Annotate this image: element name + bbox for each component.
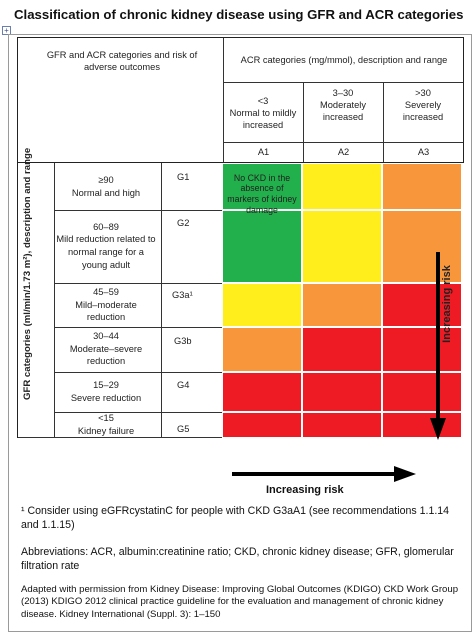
acr-col-a3-desc: >30 Severely increased (386, 85, 460, 125)
gfr-row-g3a-label: 45–59 Mild–moderate reduction (75, 287, 137, 323)
risk-cell-g4-a2 (302, 372, 382, 412)
risk-cell-g2-a3 (382, 210, 462, 283)
acr-a2-text: Moderately increased (320, 99, 366, 123)
gfr-code-g3a: G3a¹ (172, 290, 193, 300)
gfr-code-g3b: G3b (174, 336, 192, 346)
risk-cell-g1-a1 (222, 163, 302, 210)
risk-cell-g4-a3 (382, 372, 462, 412)
gfr-axis-label: GFR categories (ml/min/1.73 m²), descrip… (22, 147, 33, 400)
risk-cell-g3a-a1 (222, 283, 302, 327)
acr-a1-text: Normal to mildly increased (229, 107, 297, 131)
risk-cell-g3a-a2 (302, 283, 382, 327)
risk-cell-g1-a2 (302, 163, 382, 210)
expand-icon[interactable]: + (2, 26, 11, 35)
gfr-code-g1: G1 (177, 172, 190, 182)
acr-code-a2: A2 (337, 146, 350, 157)
gfr-code-g2: G2 (177, 218, 190, 228)
gfr-row-g5-label: <15 Kidney failure (77, 413, 135, 436)
header-left-label: GFR and ACR categories and risk of adver… (46, 49, 198, 72)
acr-col-a2-desc: 3–30 Moderately increased (306, 85, 380, 125)
acr-a1-range: <3 (257, 95, 269, 106)
risk-cell-g3b-a2 (302, 327, 382, 372)
horizontal-risk-arrow (232, 466, 416, 482)
vertical-risk-arrow (430, 252, 446, 440)
abbreviations-note: Abbreviations: ACR, albumin:creatinine r… (21, 546, 454, 572)
gfr-row-g2-label: 60–89 Mild reduction related to normal r… (56, 221, 156, 270)
acr-a3-text: Severely increased (402, 99, 444, 123)
acr-a3-range: >30 (415, 87, 431, 98)
gfr-row-g4-label: 15–29 Severe reduction (70, 380, 142, 403)
acr-col-a1-desc: <3 Normal to mildly increased (226, 85, 300, 141)
acr-a2-range: 3–30 (332, 87, 354, 98)
risk-cell-g2-a1 (222, 210, 302, 283)
vertical-risk-label: Increasing risk (441, 265, 453, 343)
risk-cell-g5-a1 (222, 412, 302, 438)
page-title: Classification of chronic kidney disease… (14, 7, 464, 22)
header-table: GFR and ACR categories and risk of adver… (17, 37, 464, 163)
risk-cell-g3a-a3 (382, 283, 462, 327)
risk-cell-g5-a3 (382, 412, 462, 438)
gfr-label-column (17, 163, 223, 438)
risk-cell-g3b-a1 (222, 327, 302, 372)
risk-cell-g2-a2 (302, 210, 382, 283)
gfr-code-g5: G5 (177, 424, 190, 434)
risk-cell-g5-a2 (302, 412, 382, 438)
figure-frame (8, 34, 472, 632)
green-cell-note: No CKD in the absence of markers of kidn… (227, 172, 297, 215)
gfr-row-g3b-label: 30–44 Moderate–severe reduction (69, 331, 143, 367)
source-note: Adapted with permission from Kidney Dise… (21, 584, 459, 620)
gfr-code-g4: G4 (177, 380, 190, 390)
gfr-row-g1-label: ≥90 Normal and high (71, 175, 141, 198)
footnote-1: ¹ Consider using eGFRcystatinC for peopl… (21, 505, 450, 531)
risk-cell-g1-a3 (382, 163, 462, 210)
risk-cell-g3b-a3 (382, 327, 462, 372)
acr-header-label: ACR categories (mg/mmol), description an… (240, 54, 448, 65)
horizontal-risk-label: Increasing risk (266, 484, 344, 496)
acr-code-a3: A3 (417, 146, 430, 157)
risk-cell-g4-a1 (222, 372, 302, 412)
acr-code-a1: A1 (257, 146, 270, 157)
